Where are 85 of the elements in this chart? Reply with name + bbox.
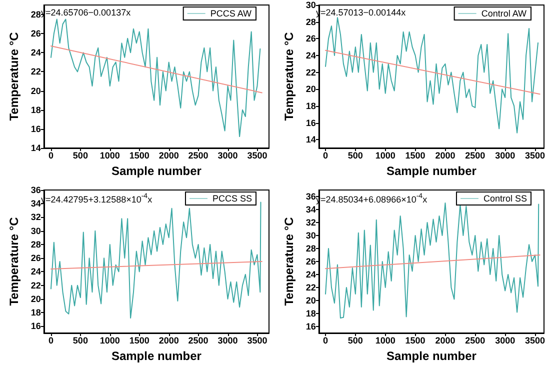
x-tick-label: 2500 [465,150,486,160]
x-tick-label: 3000 [218,335,238,345]
x-tick-label: 1500 [129,150,150,160]
x-tick-label: 0 [48,150,54,160]
y-tick-label: 30 [30,225,41,236]
y-tick-label: 32 [306,217,316,227]
x-tick-label: 2500 [465,335,486,345]
y-tick-label: 14 [30,143,41,153]
legend-label: PCCS AW [210,8,252,18]
y-tick-label: 22 [30,66,41,77]
y-tick-label: 18 [306,100,316,111]
y-tick-label: 20 [30,293,41,304]
y-tick-label: 28 [306,243,316,253]
y-tick-label: 24 [306,50,316,60]
y-tick-label: 34 [306,204,316,214]
x-axis-title: Sample number [386,348,477,362]
x-tick-label: 1000 [375,150,396,160]
y-tick-label: 26 [30,28,41,39]
x-tick-label: 2500 [188,150,208,160]
line-series [50,18,261,138]
x-tick-label: 1500 [405,335,426,345]
x-tick-label: 2000 [435,150,456,160]
x-tick-label: 500 [348,335,363,345]
x-tick-label: 500 [72,335,88,345]
x-tick-label: 1000 [100,335,120,345]
x-axis-title: Sample number [111,348,202,362]
y-axis-title: Temperature °C [7,216,21,306]
y-tick-label: 24 [306,269,316,279]
x-tick-label: 3500 [247,150,268,160]
y-tick-label: 18 [30,307,41,318]
x-axis-title: Sample number [111,164,202,178]
x-tick-label: 3500 [525,150,546,160]
x-tick-label: 2000 [158,150,179,160]
y-tick-label: 16 [306,321,316,331]
y-tick-label: 20 [306,84,316,94]
x-tick-label: 3000 [495,335,516,345]
x-tick-label: 1500 [129,335,150,345]
x-tick-label: 0 [322,335,328,345]
y-tick-label: 36 [306,191,316,201]
legend-label: Control AW [481,8,528,18]
x-tick-label: 0 [48,335,54,345]
y-tick-label: 22 [306,67,316,78]
y-tick-label: 18 [30,104,41,115]
y-tick-label: 28 [30,238,41,249]
y-tick-label: 30 [306,0,316,10]
y-tick-label: 36 [30,184,41,194]
x-tick-label: 3500 [247,335,268,345]
legend-label: Control SS [483,193,528,203]
y-axis-title: Temperature °C [7,32,21,121]
y-tick-label: 14 [306,134,316,145]
x-tick-label: 500 [348,150,363,160]
line-series [324,17,539,134]
y-tick-label: 26 [306,34,316,44]
y-tick-label: 24 [30,48,41,58]
x-tick-label: 2000 [435,335,456,345]
legend-label: PCCS SS [212,193,252,203]
x-tick-label: 1000 [375,335,396,345]
x-tick-label: 3500 [525,335,546,345]
x-axis-title: Sample number [386,164,477,178]
y-tick-label: 26 [30,252,41,263]
x-tick-label: 0 [322,150,328,160]
y-tick-label: 20 [30,86,41,96]
y-axis-title: Temperature °C [282,32,296,121]
y-tick-label: 32 [30,212,41,222]
y-tick-label: 16 [30,124,41,134]
y-tick-label: 16 [306,118,316,128]
x-tick-label: 3000 [495,150,516,160]
y-axis-title: Temperature °C [282,216,296,306]
y-tick-label: 18 [306,308,316,318]
y-tick-label: 20 [306,295,316,305]
y-tick-label: 34 [30,198,41,208]
y-tick-label: 26 [306,256,316,266]
y-tick-label: 22 [30,280,41,290]
x-tick-label: 500 [72,150,88,160]
x-tick-label: 3000 [218,150,238,160]
y-tick-label: 28 [30,10,41,20]
x-tick-label: 2500 [188,335,208,345]
y-tick-label: 16 [30,320,41,331]
y-tick-label: 28 [306,16,316,27]
y-tick-label: 24 [30,266,41,276]
x-tick-label: 1500 [405,150,426,160]
y-tick-label: 22 [306,282,316,292]
y-tick-label: 30 [306,230,316,240]
x-tick-label: 1000 [100,150,120,160]
x-tick-label: 2000 [158,335,179,345]
